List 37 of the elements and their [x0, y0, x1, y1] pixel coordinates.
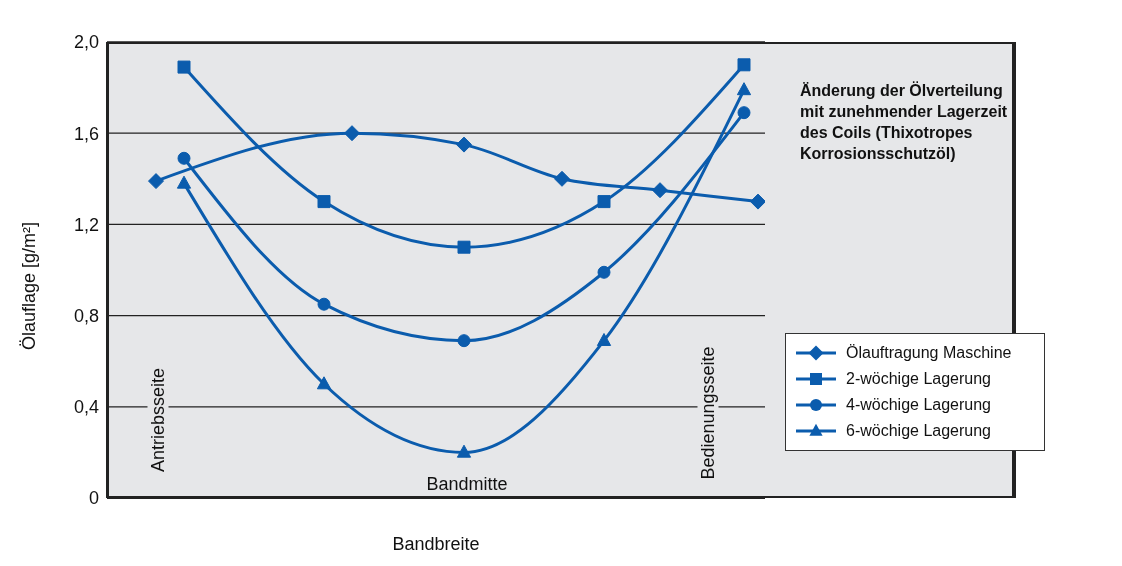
- point: [597, 265, 611, 279]
- y-tick-label: 0,8: [73, 305, 99, 326]
- point: [597, 195, 611, 209]
- legend-label: 4-wöchige Lagerung: [846, 395, 991, 415]
- point: [317, 195, 331, 209]
- point: [176, 175, 192, 189]
- annotation: Bedienungsseite: [697, 338, 719, 488]
- point: [177, 60, 191, 74]
- point: [317, 297, 331, 311]
- y-tick-label: 1,6: [73, 123, 99, 144]
- point: [457, 334, 471, 348]
- legend-label: 6-wöchige Lagerung: [846, 421, 991, 441]
- y-tick-label: 0: [88, 488, 99, 509]
- y-tick-label: 2,0: [73, 32, 99, 53]
- legend-label: 2-wöchige Lagerung: [846, 369, 991, 389]
- legend-label: Ölauftragung Maschine: [846, 343, 1012, 363]
- y-tick-label: 1,2: [73, 214, 99, 235]
- point: [736, 82, 752, 96]
- annotation: Antriebsseite: [147, 359, 169, 481]
- point: [316, 376, 332, 390]
- point: [177, 151, 191, 165]
- point: [148, 173, 164, 190]
- y-tick-label: 0,4: [73, 397, 99, 418]
- point: [750, 193, 765, 210]
- text: Änderung der Ölverteilung mit zunehmender Lagerzeit des Coils (Thixotropes Korrosionsschutzöl): [800, 80, 1009, 164]
- annotation: Bandmitte: [426, 473, 508, 495]
- point: [457, 240, 471, 254]
- point: [737, 106, 751, 120]
- point: [456, 444, 472, 458]
- point: [554, 170, 570, 187]
- point: [456, 136, 472, 153]
- point: [344, 125, 360, 142]
- x-axis-title: Bandbreite: [392, 534, 480, 554]
- y-axis-title: Ölauflage [g/m²]: [19, 221, 40, 350]
- point: [596, 332, 612, 346]
- point: [652, 182, 668, 199]
- point: [737, 58, 751, 72]
